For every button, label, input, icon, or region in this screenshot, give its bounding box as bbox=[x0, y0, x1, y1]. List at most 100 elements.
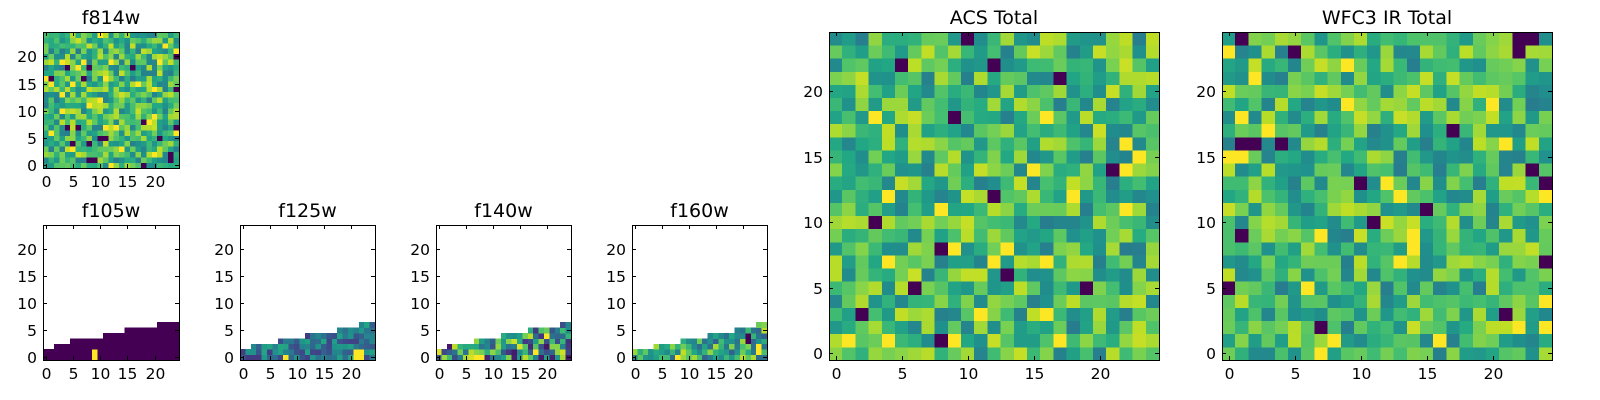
heatmap-cell bbox=[1288, 189, 1302, 203]
heatmap-cell bbox=[1132, 32, 1147, 46]
heatmap-cell bbox=[987, 202, 1001, 217]
heatmap-cell bbox=[358, 349, 365, 355]
heatmap-cell bbox=[961, 163, 975, 177]
heatmap-cell bbox=[921, 150, 935, 164]
heatmap-cell bbox=[1433, 97, 1447, 112]
heatmap-cell bbox=[533, 354, 539, 361]
heatmap-cell bbox=[102, 108, 109, 114]
heatmap-cell bbox=[1106, 255, 1120, 269]
heatmap-cell bbox=[102, 48, 109, 55]
heatmap-cell bbox=[1538, 320, 1553, 335]
heatmap-cell bbox=[1053, 333, 1067, 348]
heatmap-cell bbox=[64, 157, 71, 163]
heatmap-cell bbox=[745, 338, 752, 345]
heatmap-cell bbox=[1472, 71, 1487, 85]
heatmap-cell bbox=[1053, 45, 1067, 59]
heatmap-cell bbox=[1274, 255, 1289, 269]
heatmap-cell bbox=[463, 343, 469, 350]
heatmap-cell bbox=[75, 37, 82, 44]
heatmap-cell bbox=[369, 322, 376, 328]
heatmap-cell bbox=[75, 42, 82, 49]
heatmap-cell bbox=[43, 70, 49, 76]
heatmap-cell bbox=[1093, 84, 1107, 98]
heatmap-cell bbox=[1499, 189, 1513, 203]
heatmap-cell bbox=[102, 91, 109, 98]
heatmap-cell bbox=[1393, 307, 1408, 322]
heatmap-cell bbox=[1420, 281, 1434, 295]
heatmap-cell bbox=[369, 338, 376, 345]
heatmap-cell bbox=[1145, 163, 1160, 177]
heatmap-cell bbox=[91, 86, 98, 93]
heatmap-cell bbox=[1013, 215, 1028, 230]
heatmap-cell bbox=[108, 140, 115, 147]
heatmap-cell bbox=[855, 97, 869, 112]
heatmap-cell bbox=[119, 91, 125, 98]
heatmap-cell bbox=[1235, 294, 1249, 308]
heatmap-cell bbox=[1314, 189, 1328, 203]
heatmap-cell bbox=[1079, 228, 1094, 243]
heatmap-cell bbox=[102, 151, 109, 158]
heatmap-cell bbox=[1433, 123, 1447, 138]
heatmap-cell bbox=[75, 162, 82, 169]
heatmap-cell bbox=[135, 70, 142, 76]
heatmap-cell bbox=[310, 338, 316, 345]
heatmap-cell bbox=[364, 343, 370, 350]
heatmap-cell bbox=[855, 255, 869, 269]
heatmap-cell bbox=[974, 58, 988, 72]
heatmap-cell bbox=[527, 327, 534, 334]
y-tick-label: 5 bbox=[27, 322, 37, 340]
heatmap-cell bbox=[1433, 320, 1447, 335]
heatmap-cell bbox=[1066, 281, 1081, 295]
heatmap-cell bbox=[1367, 97, 1381, 112]
heatmap-cell bbox=[81, 32, 87, 38]
heatmap-cell bbox=[495, 354, 502, 361]
heatmap-cell bbox=[1393, 136, 1408, 151]
heatmap-cell bbox=[1327, 32, 1342, 46]
heatmap-cell bbox=[43, 129, 49, 136]
heatmap-cell bbox=[1538, 281, 1553, 295]
heatmap-cell bbox=[961, 281, 975, 295]
heatmap-cell bbox=[1327, 58, 1342, 72]
heatmap-cell bbox=[1000, 281, 1015, 295]
heatmap-cell bbox=[48, 37, 55, 44]
heatmap-cell bbox=[1079, 255, 1094, 269]
heatmap-cell bbox=[1446, 268, 1460, 282]
heatmap-cell bbox=[565, 338, 572, 345]
heatmap-cell bbox=[1066, 163, 1081, 177]
heatmap-cell bbox=[337, 338, 343, 345]
heatmap-cell bbox=[1472, 163, 1487, 177]
heatmap-cell bbox=[70, 119, 77, 125]
heatmap-cell bbox=[908, 241, 922, 256]
heatmap-cell bbox=[157, 32, 164, 38]
heatmap-cell bbox=[64, 32, 71, 38]
heatmap-cell bbox=[934, 58, 949, 72]
heatmap-cell bbox=[987, 281, 1001, 295]
heatmap-cell bbox=[1248, 110, 1262, 125]
heatmap-cell bbox=[1486, 71, 1500, 85]
heatmap-cell bbox=[151, 157, 158, 163]
heatmap-cell bbox=[829, 333, 843, 348]
heatmap-cell bbox=[151, 135, 158, 142]
heatmap-cell bbox=[64, 113, 71, 120]
heatmap-cell bbox=[91, 343, 98, 350]
heatmap-cell bbox=[1354, 136, 1368, 151]
heatmap-cell bbox=[1261, 228, 1276, 243]
heatmap-cell bbox=[43, 59, 49, 66]
heatmap-cell bbox=[1380, 45, 1394, 59]
heatmap-cell bbox=[364, 354, 370, 361]
heatmap-cell bbox=[173, 113, 180, 120]
heatmap-cell bbox=[81, 157, 87, 163]
heatmap-cell bbox=[119, 80, 125, 87]
heatmap-cell bbox=[934, 123, 949, 138]
heatmap-cell bbox=[1132, 110, 1147, 125]
heatmap-cell bbox=[91, 162, 98, 169]
heatmap-cell bbox=[1027, 294, 1041, 308]
heatmap-cell bbox=[91, 108, 98, 114]
heatmap-cell bbox=[1235, 32, 1249, 46]
heatmap-cell bbox=[750, 327, 757, 334]
heatmap-cell bbox=[272, 343, 279, 350]
heatmap-cell bbox=[1538, 346, 1553, 361]
heatmap-cell bbox=[921, 189, 935, 203]
heatmap-cell bbox=[157, 86, 164, 93]
heatmap-cell bbox=[75, 151, 82, 158]
